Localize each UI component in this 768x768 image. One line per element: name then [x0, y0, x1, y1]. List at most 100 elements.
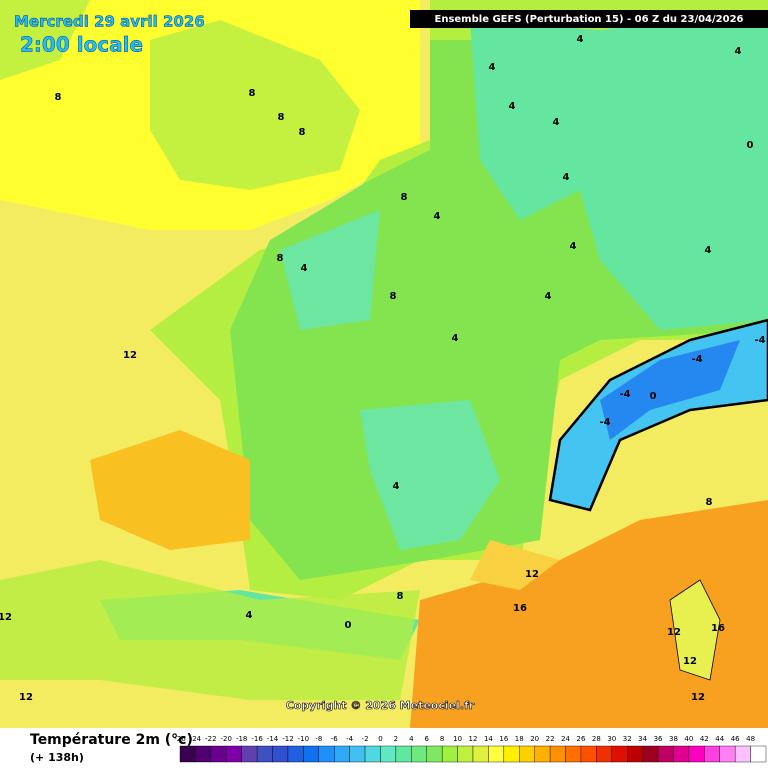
contour-label: 4	[705, 245, 712, 256]
uk	[150, 20, 360, 190]
scale-label: 38	[669, 735, 678, 743]
contour-label: 4	[393, 481, 400, 492]
scale-swatch	[426, 745, 443, 763]
scale-label: -26	[174, 735, 186, 743]
model-box	[410, 10, 768, 28]
scale-label: 40	[684, 735, 693, 743]
scale-label: 24	[561, 735, 570, 743]
scale-label: 10	[453, 735, 462, 743]
contour-label: 4	[577, 34, 584, 45]
paris-basin	[280, 210, 380, 330]
legend-title: Température 2m (°c)	[30, 732, 193, 748]
scale-swatch	[611, 745, 628, 763]
scale-label: 44	[715, 735, 724, 743]
scale-label: 14	[484, 735, 493, 743]
scale-label: -14	[267, 735, 279, 743]
contour-label: 4	[246, 610, 253, 621]
scale-label: -24	[190, 735, 202, 743]
scale-label: 26	[576, 735, 585, 743]
contour-label: -4	[754, 335, 765, 346]
scale-swatch	[472, 745, 489, 763]
scale-swatch	[750, 745, 767, 763]
scale-swatch	[272, 745, 289, 763]
massif-central	[360, 400, 500, 550]
alps-colder	[600, 340, 740, 440]
scale-swatch	[210, 745, 227, 763]
scale-label: 18	[515, 735, 524, 743]
contour-label: 0	[747, 140, 754, 151]
scale-swatch	[395, 745, 412, 763]
contour-label: 4	[545, 291, 552, 302]
scale-label: -6	[331, 735, 339, 743]
scale-label: 0	[378, 735, 382, 743]
contour-label: -4	[691, 354, 702, 365]
scale-label: -8	[315, 735, 322, 743]
scale-label: 48	[746, 735, 755, 743]
scale-swatch	[719, 745, 736, 763]
scale-swatch	[457, 745, 474, 763]
scale-swatch	[488, 745, 505, 763]
scale-label: 4	[409, 735, 414, 743]
scale-swatch	[673, 745, 690, 763]
scale-swatch	[657, 745, 674, 763]
scale-swatch	[642, 745, 659, 763]
scale-swatch	[688, 745, 705, 763]
contour-label: 12	[123, 350, 137, 361]
scale-swatch	[380, 745, 397, 763]
contour-label: 8	[397, 591, 404, 602]
contour-label: 4	[509, 101, 516, 112]
scale-label: 12	[469, 735, 478, 743]
contour-label: 4	[489, 62, 496, 73]
scale-swatch	[411, 745, 427, 763]
contour-label: 8	[249, 88, 256, 99]
local-time: 2:00 locale	[20, 33, 143, 57]
contour-label: 4	[563, 172, 570, 183]
contour-label: 12	[525, 569, 539, 580]
date: Mercredi 29 avril 2026	[14, 13, 205, 31]
contour-label: 8	[55, 92, 62, 103]
coast-warm	[470, 540, 560, 590]
scale-swatch	[334, 745, 350, 763]
scale-label: 34	[638, 735, 647, 743]
copyright: Copyright © 2026 Meteociel.fr	[286, 699, 475, 712]
scale-label: -16	[251, 735, 263, 743]
scale-swatch	[596, 745, 612, 763]
scale-swatch	[441, 745, 458, 763]
contour-label: 8	[401, 192, 408, 203]
scale-label: 16	[499, 735, 508, 743]
contour-label: 16	[711, 623, 725, 634]
corsica	[669, 579, 721, 681]
scale-label: 32	[623, 735, 632, 743]
atlantic-warm	[90, 430, 250, 550]
scale-label: 36	[654, 735, 663, 743]
contour-label: 0	[650, 391, 657, 402]
scale-swatch	[256, 745, 273, 763]
scale-swatch	[364, 745, 381, 763]
scale-label: 22	[546, 735, 555, 743]
scale-swatch	[303, 745, 319, 763]
scale-label: 2	[394, 735, 398, 743]
scale-swatch	[627, 745, 643, 763]
scale-label: -22	[205, 735, 216, 743]
scale-swatch	[549, 745, 566, 763]
scale-swatch	[734, 745, 751, 763]
contour-label: 8	[277, 253, 284, 264]
scale-label: -4	[346, 735, 354, 743]
contour-label: 8	[706, 497, 713, 508]
scale-label: 28	[592, 735, 601, 743]
contour-label: 12	[691, 692, 705, 703]
scale-swatch	[349, 745, 366, 763]
scale-swatch	[534, 745, 551, 763]
scale-label: -18	[236, 735, 247, 743]
mediterranean	[410, 500, 768, 728]
contour-label: 4	[553, 117, 560, 128]
scale-label: -2	[362, 735, 369, 743]
contour-label: 4	[434, 211, 441, 222]
scale-swatch	[580, 745, 597, 763]
scale-swatch	[318, 745, 335, 763]
scale-label: 30	[607, 735, 616, 743]
contour-label: 4	[301, 263, 308, 274]
contour-label: 8	[390, 291, 397, 302]
scale-label: 46	[731, 735, 740, 743]
